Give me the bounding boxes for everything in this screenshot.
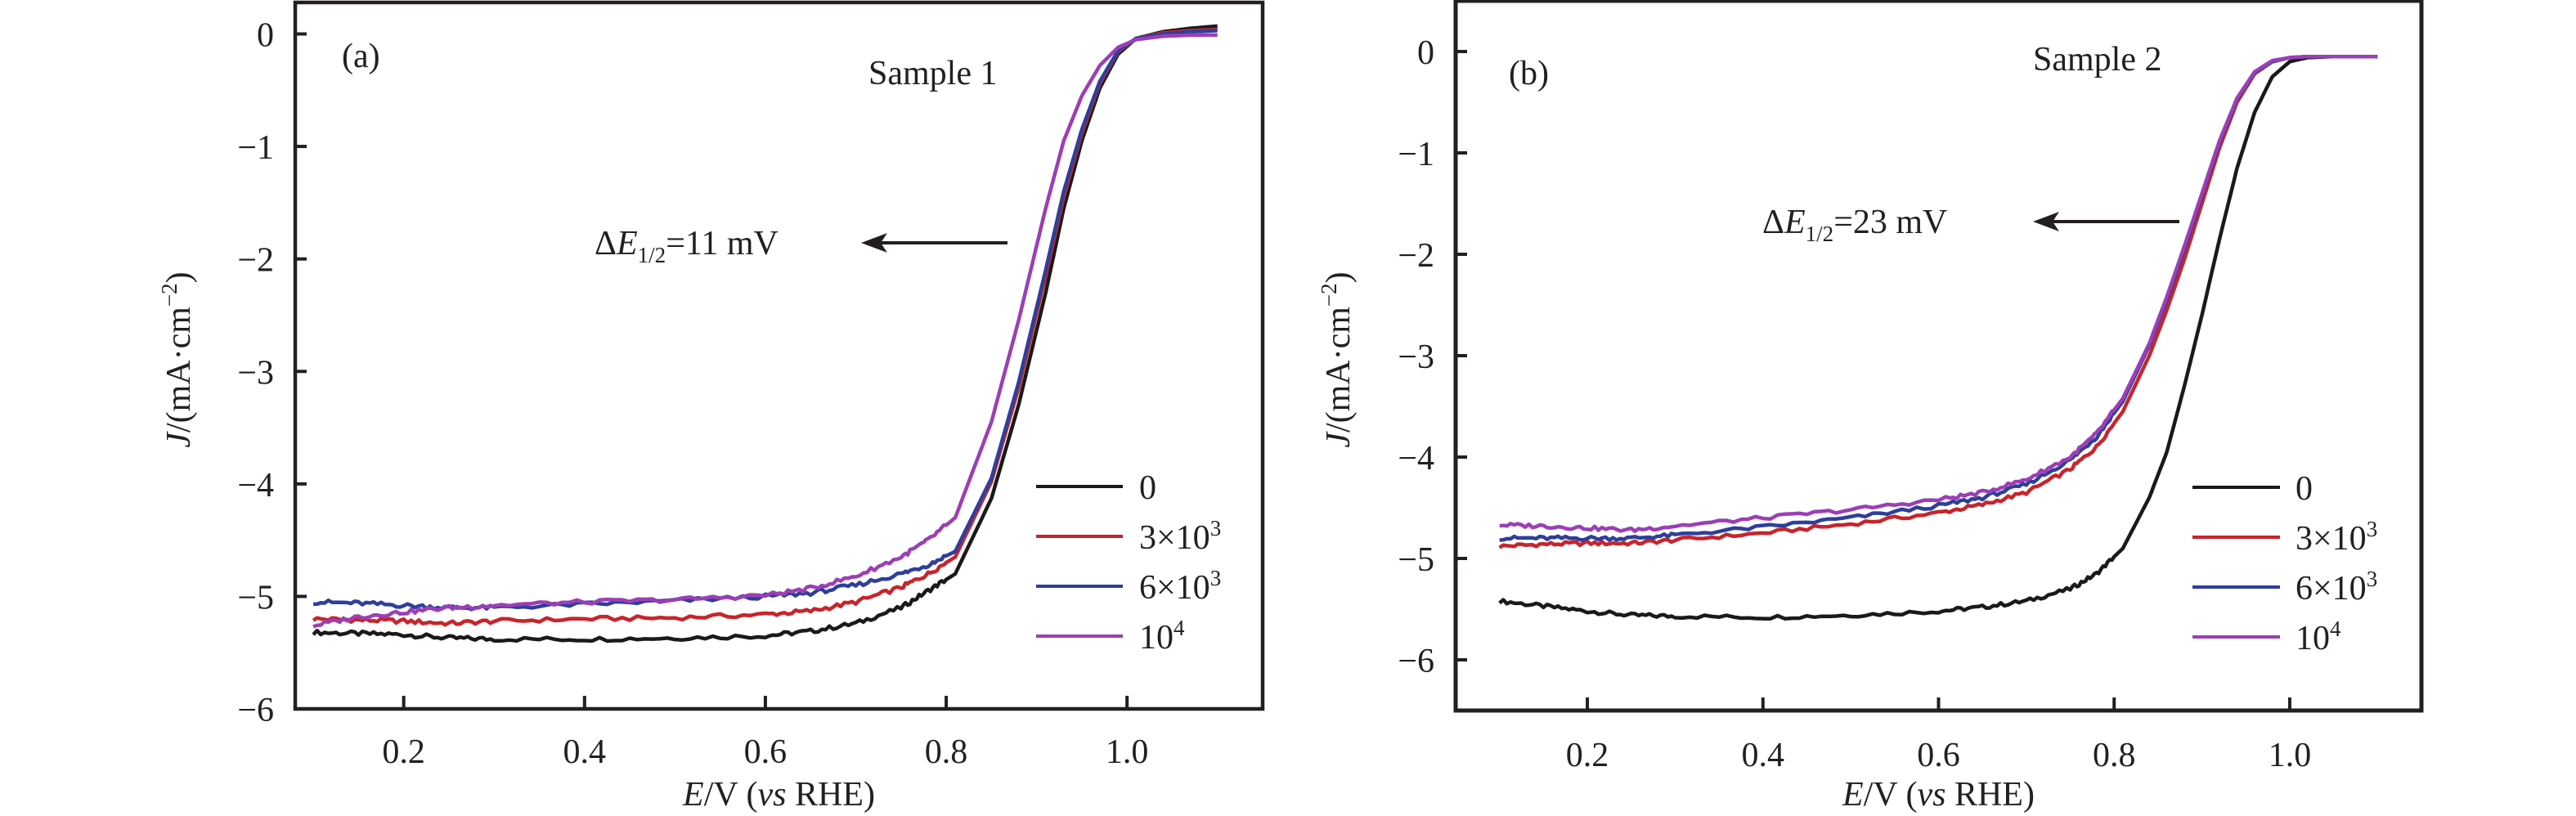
delta-e-annotation: ΔE1/2=23 mV <box>1762 204 1947 246</box>
y-tick-label: −3 <box>1398 339 1434 376</box>
y-tick-label: −4 <box>1398 440 1434 477</box>
panel-b: 0 −1 −2 −3 −4 −5 −6 0.2 0.4 0.6 0.8 1.0 E/V (vs RHE)… <box>1317 0 2424 814</box>
panel-label: (b) <box>1509 55 1549 92</box>
y-tick-label: −1 <box>1398 136 1434 173</box>
y-tick-label: −2 <box>237 242 274 280</box>
legend-label: 6×103 <box>1139 566 1221 607</box>
legend-item: 3×103 <box>2192 517 2377 558</box>
legend-label: 104 <box>2296 616 2341 657</box>
x-tick-label: 0.2 <box>1566 737 1609 774</box>
series-line-3 <box>1499 54 2378 533</box>
y-tick-label: −5 <box>1398 541 1434 579</box>
x-axis-title: E/V (vs RHE) <box>1842 776 2035 814</box>
series-group <box>312 24 1218 643</box>
series-group <box>1498 54 2378 621</box>
panel-label: (a) <box>342 38 380 75</box>
chart-title: Sample 1 <box>868 55 997 92</box>
chart-title: Sample 2 <box>2033 41 2161 78</box>
y-axis-title: J/(mA·cm−2) <box>157 271 198 447</box>
legend-item: 104 <box>1036 616 1185 657</box>
x-axis-title: E/V (vs RHE) <box>682 776 875 814</box>
axes-frame <box>293 0 1265 711</box>
legend-item: 6×103 <box>2192 567 2377 608</box>
legend-item: 104 <box>2192 616 2341 657</box>
arrow-head-icon <box>861 233 887 253</box>
y-axis-title: J/(mA·cm−2) <box>1317 271 1358 447</box>
x-tick-label: 0.6 <box>744 733 788 771</box>
legend-item: 3×103 <box>1036 516 1221 557</box>
series-line-3 <box>312 33 1218 629</box>
y-tick-label: −6 <box>1398 643 1434 680</box>
y-tick-label: −2 <box>1398 237 1434 275</box>
x-tick-label: 0.4 <box>1742 737 1785 774</box>
x-tick-label: 0.4 <box>563 733 607 771</box>
delta-e-annotation: ΔE1/2=11 mV <box>595 225 779 267</box>
legend-label: 6×103 <box>2296 567 2377 608</box>
legend-item: 0 <box>1036 469 1156 507</box>
legend: 0 3×103 6×103 104 <box>1036 469 1221 657</box>
y-tick-label: −4 <box>237 467 274 504</box>
y-tick-label: 0 <box>1417 34 1434 72</box>
x-tick-label: 0.8 <box>2093 737 2136 774</box>
y-tick-label: −1 <box>237 129 274 167</box>
legend-label: 0 <box>2296 470 2313 508</box>
legend-label: 104 <box>1139 616 1185 657</box>
x-tick-label: 0.8 <box>925 733 968 771</box>
y-tick-label: −5 <box>237 579 274 616</box>
legend-item: 0 <box>2192 470 2313 508</box>
x-tick-label: 1.0 <box>2269 737 2312 774</box>
x-tick-label: 0.6 <box>1917 737 1960 774</box>
legend: 0 3×103 6×103 104 <box>2192 470 2377 657</box>
series-line-0 <box>312 24 1218 643</box>
legend-label: 3×103 <box>2296 517 2377 558</box>
legend-label: 3×103 <box>1139 516 1221 557</box>
panel-a: 0 −1 −2 −3 −4 −5 −6 0.2 0.4 0.6 0.8 1.0 E/V (vs RHE)… <box>157 0 1265 814</box>
axes-frame <box>1453 0 2424 713</box>
y-tick-label: −6 <box>237 692 274 729</box>
x-tick-label: 1.0 <box>1106 733 1149 771</box>
series-line-0 <box>1498 54 2378 621</box>
y-tick-label: 0 <box>257 17 274 55</box>
legend-item: 6×103 <box>1036 566 1221 607</box>
series-line-2 <box>1499 54 2378 542</box>
arrow-head-icon <box>2033 212 2059 231</box>
legend-label: 0 <box>1139 469 1156 507</box>
series-line-1 <box>1498 54 2378 549</box>
series-line-2 <box>313 29 1218 612</box>
x-tick-label: 0.2 <box>382 733 425 771</box>
y-tick-label: −3 <box>237 354 274 392</box>
